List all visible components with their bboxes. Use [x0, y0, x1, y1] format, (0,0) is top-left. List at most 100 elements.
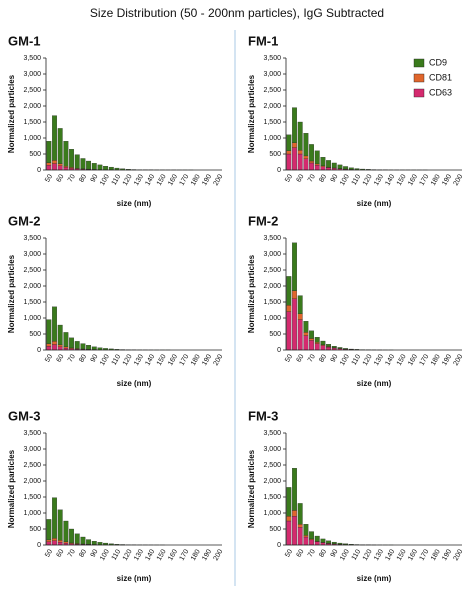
- x-tick-label: 120: [122, 353, 134, 367]
- y-axis-label: Normalized particles: [247, 254, 256, 333]
- x-tick-label: 130: [373, 548, 385, 562]
- bar-segment: [286, 311, 292, 351]
- bar-segment: [97, 347, 103, 350]
- x-tick-label: 110: [351, 353, 363, 366]
- x-tick-label: 180: [430, 548, 442, 562]
- bar-segment: [103, 348, 109, 350]
- bar-segment: [320, 538, 326, 543]
- x-tick-label: 180: [430, 353, 442, 367]
- x-tick-label: 170: [179, 173, 191, 187]
- x-tick-label: 70: [307, 173, 317, 183]
- bar-segment: [326, 346, 332, 351]
- bar-segment: [286, 153, 292, 171]
- bar-segment: [320, 157, 326, 166]
- x-tick-label: 50: [44, 173, 54, 183]
- x-tick-label: 120: [362, 173, 374, 187]
- bar-segment: [52, 540, 57, 546]
- y-tick-label: 2,500: [263, 87, 281, 94]
- x-tick-label: 60: [56, 353, 66, 363]
- bar-segment: [292, 142, 297, 148]
- y-tick-label: 2,500: [23, 87, 41, 94]
- y-tick-label: 2,500: [263, 462, 281, 469]
- x-tick-label: 130: [373, 173, 385, 187]
- bar-segment: [337, 164, 343, 169]
- y-tick-label: 1,500: [23, 119, 41, 126]
- y-tick-label: 3,500: [263, 430, 281, 437]
- bar-segment: [303, 332, 309, 336]
- legend-swatch: [413, 58, 425, 68]
- figure-title: Size Distribution (50 - 200nm particles)…: [90, 6, 384, 20]
- x-tick-label: 140: [384, 173, 396, 187]
- x-axis-label: size (nm): [117, 379, 152, 388]
- y-tick-label: 0: [37, 542, 41, 549]
- bar-segment: [326, 160, 332, 168]
- bar-segment: [52, 497, 57, 539]
- x-tick-label: 50: [284, 353, 294, 363]
- x-tick-label: 200: [453, 548, 465, 562]
- x-tick-label: 180: [190, 548, 202, 562]
- bar-segment: [57, 163, 63, 166]
- bar-segment: [91, 346, 97, 350]
- x-axis-label: size (nm): [357, 199, 392, 208]
- x-tick-label: 90: [90, 353, 100, 363]
- bar-segment: [303, 133, 309, 157]
- x-tick-label: 100: [99, 173, 111, 187]
- y-tick-label: 2,500: [263, 267, 281, 274]
- bar-segment: [286, 305, 292, 312]
- x-tick-label: 100: [339, 548, 351, 562]
- x-tick-label: 140: [144, 173, 156, 187]
- x-tick-label: 90: [330, 353, 340, 363]
- bar-segment: [86, 539, 92, 545]
- bar-segment: [292, 107, 297, 143]
- y-tick-label: 1,500: [263, 299, 281, 306]
- bar-segment: [63, 520, 69, 542]
- bar-segment: [69, 149, 74, 168]
- x-tick-label: 150: [156, 548, 168, 562]
- bar-segment: [63, 141, 69, 167]
- x-tick-label: 180: [190, 353, 202, 367]
- y-tick-label: 1,000: [263, 135, 281, 142]
- bar-segment: [309, 162, 314, 171]
- y-tick-label: 0: [277, 542, 281, 549]
- legend-swatch: [413, 88, 425, 98]
- y-tick-label: 500: [269, 526, 281, 533]
- x-tick-label: 140: [384, 353, 396, 367]
- x-tick-label: 60: [56, 173, 66, 183]
- x-tick-label: 170: [419, 548, 431, 562]
- y-tick-label: 3,000: [263, 71, 281, 78]
- bar-segment: [74, 154, 80, 169]
- bar-segment: [52, 115, 57, 161]
- x-tick-label: 150: [396, 353, 408, 367]
- y-tick-label: 3,000: [23, 71, 41, 78]
- x-tick-label: 100: [339, 353, 351, 367]
- x-tick-label: 80: [78, 353, 88, 363]
- bar-segment: [46, 162, 52, 166]
- bar-segment: [303, 535, 309, 538]
- x-tick-label: 130: [133, 548, 145, 562]
- bar-segment: [46, 519, 52, 541]
- x-tick-label: 180: [190, 173, 202, 187]
- y-tick-label: 0: [37, 167, 41, 174]
- x-tick-label: 110: [351, 173, 363, 186]
- bar-segment: [108, 166, 114, 170]
- x-tick-label: 60: [296, 173, 306, 183]
- x-tick-label: 110: [111, 548, 123, 561]
- x-tick-label: 50: [284, 173, 294, 183]
- x-tick-label: 170: [419, 353, 431, 367]
- panel-label: FM-1: [248, 33, 278, 48]
- bar-segment: [292, 242, 297, 291]
- x-tick-label: 60: [296, 548, 306, 558]
- x-tick-label: 200: [453, 353, 465, 367]
- x-tick-label: 200: [453, 173, 465, 187]
- x-tick-label: 190: [201, 173, 213, 187]
- x-tick-label: 170: [419, 173, 431, 187]
- x-axis-label: size (nm): [117, 574, 152, 583]
- bar-segment: [57, 541, 63, 546]
- bar-segment: [74, 341, 80, 349]
- x-tick-label: 150: [396, 548, 408, 562]
- bar-segment: [309, 330, 314, 339]
- y-tick-label: 3,500: [23, 430, 41, 437]
- y-tick-label: 2,000: [263, 103, 281, 110]
- x-tick-label: 90: [330, 173, 340, 183]
